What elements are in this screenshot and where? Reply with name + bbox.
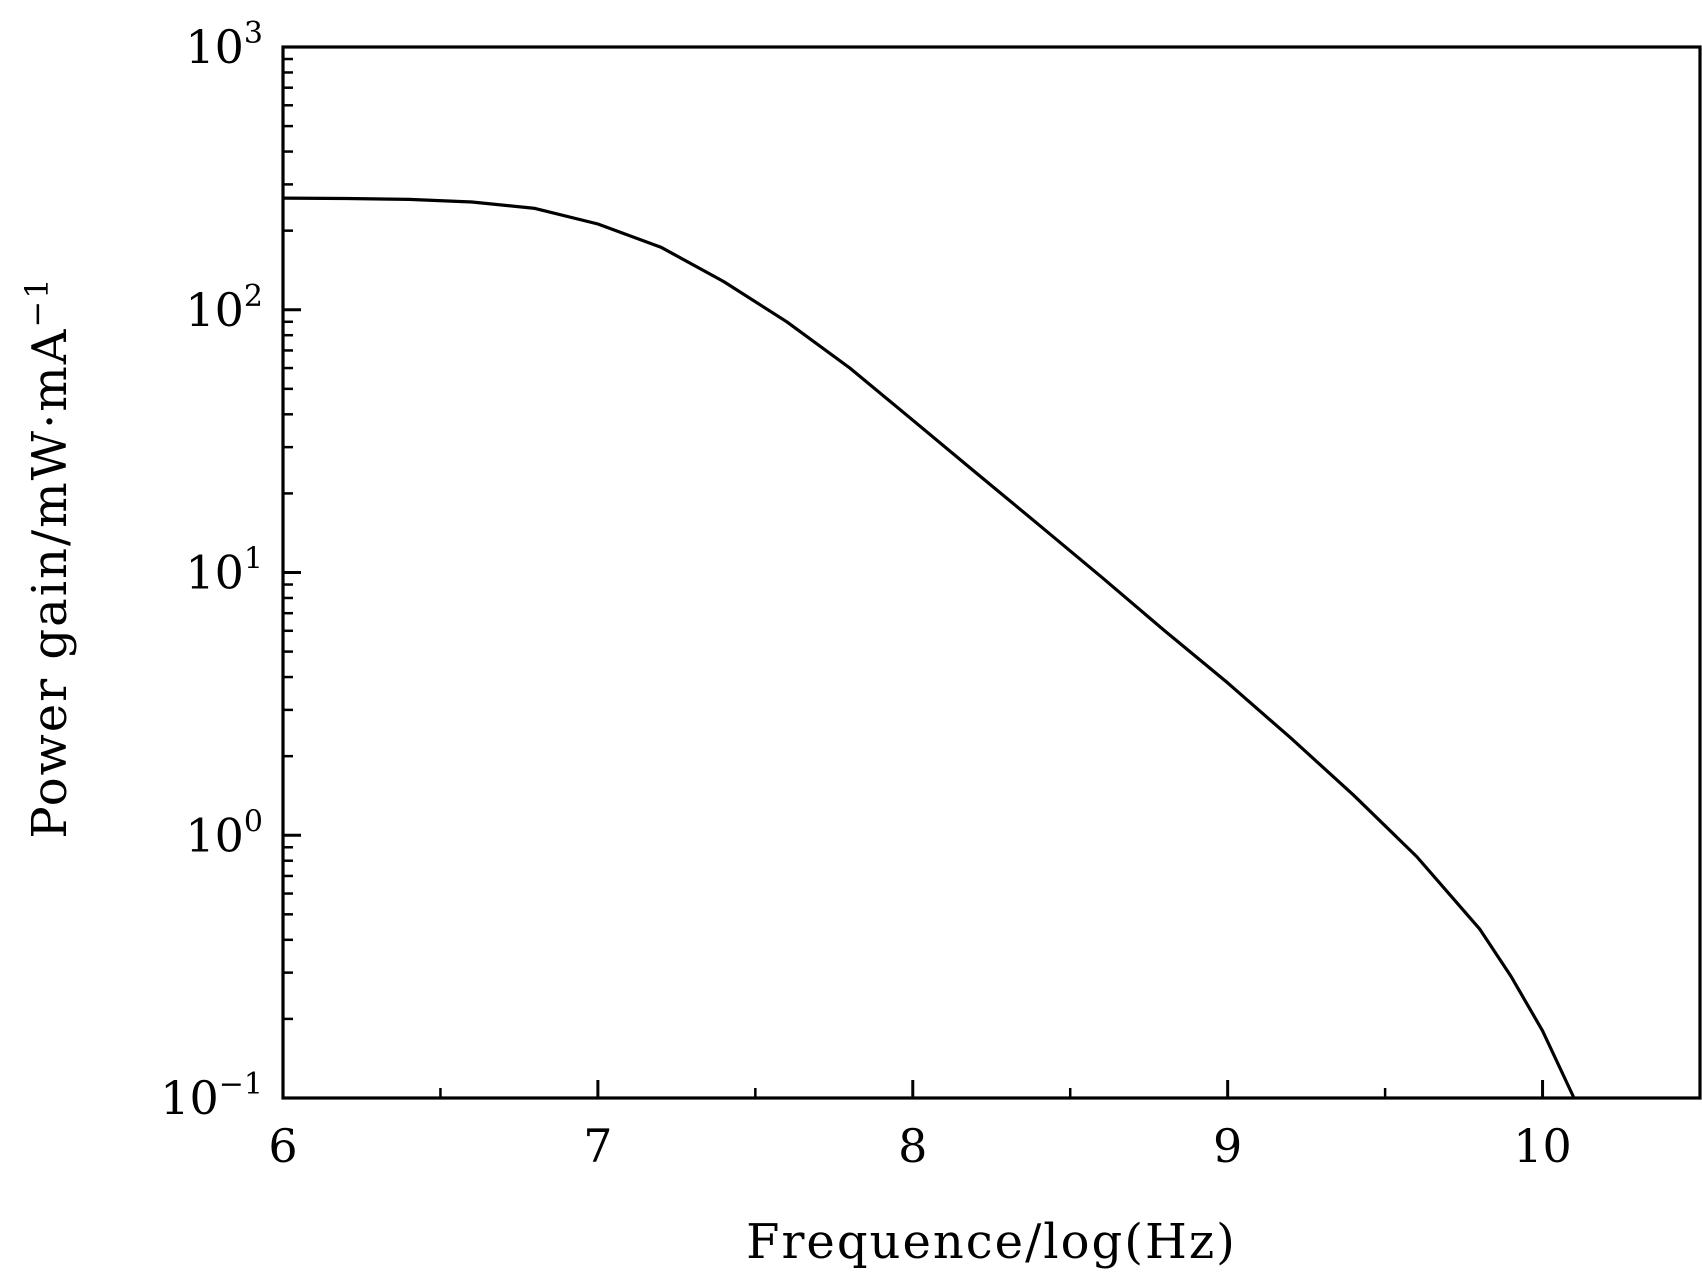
y-tick-exponent: 1 bbox=[244, 542, 263, 577]
series-line bbox=[282, 196, 1576, 1099]
y-tick-base: 10 bbox=[185, 546, 244, 600]
y-tick-label: 100 bbox=[185, 804, 263, 862]
plot-frame bbox=[281, 45, 1702, 1100]
y-tick-label: 10−1 bbox=[160, 1067, 263, 1125]
y-tick-exponent: 3 bbox=[244, 16, 263, 51]
x-tick-label: 6 bbox=[268, 1119, 297, 1173]
x-tick-label: 7 bbox=[583, 1119, 612, 1173]
y-tick-exponent: −1 bbox=[219, 1067, 263, 1102]
y-tick-label: 103 bbox=[185, 16, 263, 74]
x-tick-label: 10 bbox=[1513, 1119, 1572, 1173]
y-tick-base: 10 bbox=[160, 1071, 219, 1125]
y-tick-base: 10 bbox=[185, 283, 244, 337]
x-tick-label: 8 bbox=[898, 1119, 927, 1173]
y-tick-base: 10 bbox=[185, 20, 244, 74]
y-tick-base: 10 bbox=[185, 808, 244, 862]
x-axis-title: Frequence/log(Hz) bbox=[746, 1214, 1237, 1270]
x-tick-label: 9 bbox=[1213, 1119, 1242, 1173]
y-tick-exponent: 0 bbox=[244, 804, 263, 839]
y-tick-label: 101 bbox=[185, 542, 263, 600]
y-tick-label: 102 bbox=[185, 279, 263, 337]
y-axis-title: Power gain/mW·mA−1 bbox=[18, 276, 78, 838]
y-tick-exponent: 2 bbox=[244, 279, 263, 314]
y-axis-title-superscript: −1 bbox=[18, 276, 56, 327]
y-axis-title-main: Power gain/mW·mA bbox=[22, 328, 78, 839]
